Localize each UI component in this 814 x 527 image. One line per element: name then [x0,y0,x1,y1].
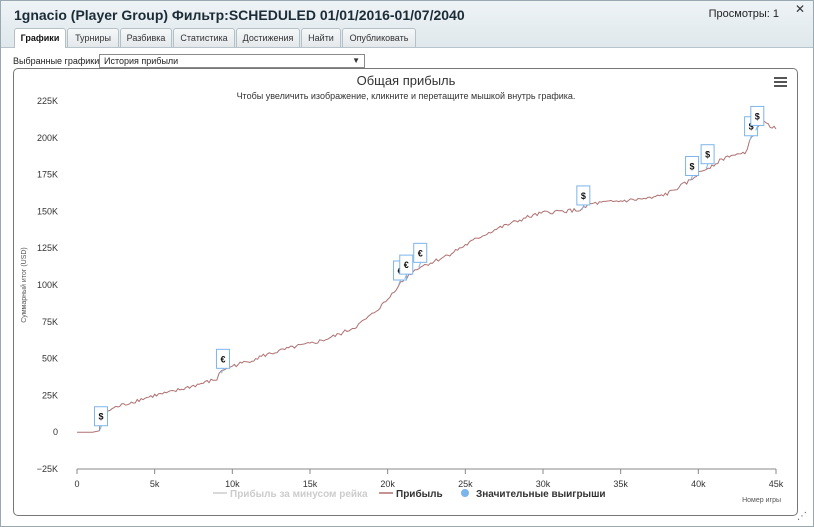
tab-achievements[interactable]: Достижения [236,28,300,47]
big-win-flag: $ [576,185,591,211]
flag-pole [749,135,753,141]
legend-item[interactable]: Прибыль за минусом рейка [213,488,368,500]
y-tick-label: 225K [37,96,58,106]
flag-pole [99,425,102,431]
big-win-flag: $ [94,406,109,431]
legend-label: Прибыль [396,488,443,500]
x-tick-label: 30k [536,479,551,489]
flag-pole [404,273,408,280]
tab-tournaments[interactable]: Турниры [67,28,119,47]
flag-label: € [404,260,409,270]
legend-item[interactable]: Прибыль [379,488,443,500]
x-tick-label: 20k [380,479,395,489]
flag-label: $ [755,111,760,121]
flag-box [215,348,230,369]
flag-box [685,155,700,176]
big-win-flag: $ [685,155,700,181]
y-tick-label: 100K [37,280,58,290]
flag-box [750,105,765,126]
y-tick-label: 50K [42,354,58,364]
profit-series-line [77,120,777,433]
tab-publish[interactable]: Опубликовать [342,28,416,47]
flag-label: $ [581,191,586,201]
x-tick-label: 5k [150,479,160,489]
legend-marker [461,489,469,497]
flag-label: $ [99,412,104,422]
big-win-flag: € [413,242,428,268]
x-tick-label: 45k [769,479,784,489]
y-tick-label: 175K [37,170,58,180]
tab-find[interactable]: Найти [301,28,341,47]
x-tick-label: 40k [691,479,706,489]
flag-label: $ [690,161,695,171]
graph-select[interactable]: История прибыли ▼ [99,54,365,68]
big-win-flag: € [215,348,230,374]
close-icon[interactable]: ✕ [794,2,805,16]
flag-pole [705,163,709,169]
flag-box [576,185,591,206]
big-win-flag: $ [700,144,715,169]
flag-label: $ [749,122,754,132]
flag-pole [755,125,759,131]
resize-grip-icon[interactable]: ⋰ [797,511,807,522]
x-tick-label: 10k [225,479,240,489]
flag-label: € [418,248,423,258]
x-axis-title: Номер игры [742,497,781,504]
flag-box [413,242,428,263]
graph-selector-label: Выбранные графики: [13,56,102,66]
tab-statistics[interactable]: Статистика [173,28,235,47]
chart-title: Общая прибыль [357,73,456,88]
y-tick-label: 75K [42,317,58,327]
y-tick-label: 125K [37,243,58,253]
y-tick-label: 25K [42,390,58,400]
graph-select-value: История прибыли [104,56,179,66]
flag-box [700,144,715,165]
x-tick-label: 0 [74,479,79,489]
flag-pole [690,175,694,181]
chevron-down-icon: ▼ [352,56,360,65]
flag-pole [398,279,402,286]
tab-breakdown[interactable]: Разбивка [120,28,172,47]
flag-box [94,406,109,427]
views-counter: Просмотры: 1 [708,8,779,20]
x-tick-label: 15k [303,479,318,489]
x-tick-label: 35k [613,479,628,489]
tab-graphs[interactable]: Графики [14,28,66,48]
x-tick-label: 25k [458,479,473,489]
big-win-flag: $ [750,105,765,131]
y-tick-label: 0 [53,427,58,437]
flag-label: $ [705,150,710,160]
flag-pole [418,262,422,268]
flag-box [399,254,414,275]
big-win-flag: € [399,254,414,280]
chart-subtitle: Чтобы увеличить изображение, кликните и … [237,91,576,101]
chart-panel[interactable] [13,68,798,516]
flag-pole [581,204,585,211]
y-tick-label: −25K [37,464,58,474]
y-axis-title: Суммарный итог (USD) [20,247,28,323]
flag-label: € [220,354,225,364]
window-title: 1gnacio (Player Group) Фильтр:SCHEDULED … [14,7,465,23]
y-tick-label: 200K [37,133,58,143]
chart-menu-icon[interactable] [774,77,787,89]
window-header: 1gnacio (Player Group) Фильтр:SCHEDULED … [1,1,813,48]
flag-pole [220,368,224,374]
legend-item[interactable]: Значительные выигрыши [461,489,606,500]
legend-label: Значительные выигрыши [476,489,606,500]
legend-label: Прибыль за минусом рейка [230,488,368,500]
y-tick-label: 150K [37,206,58,216]
